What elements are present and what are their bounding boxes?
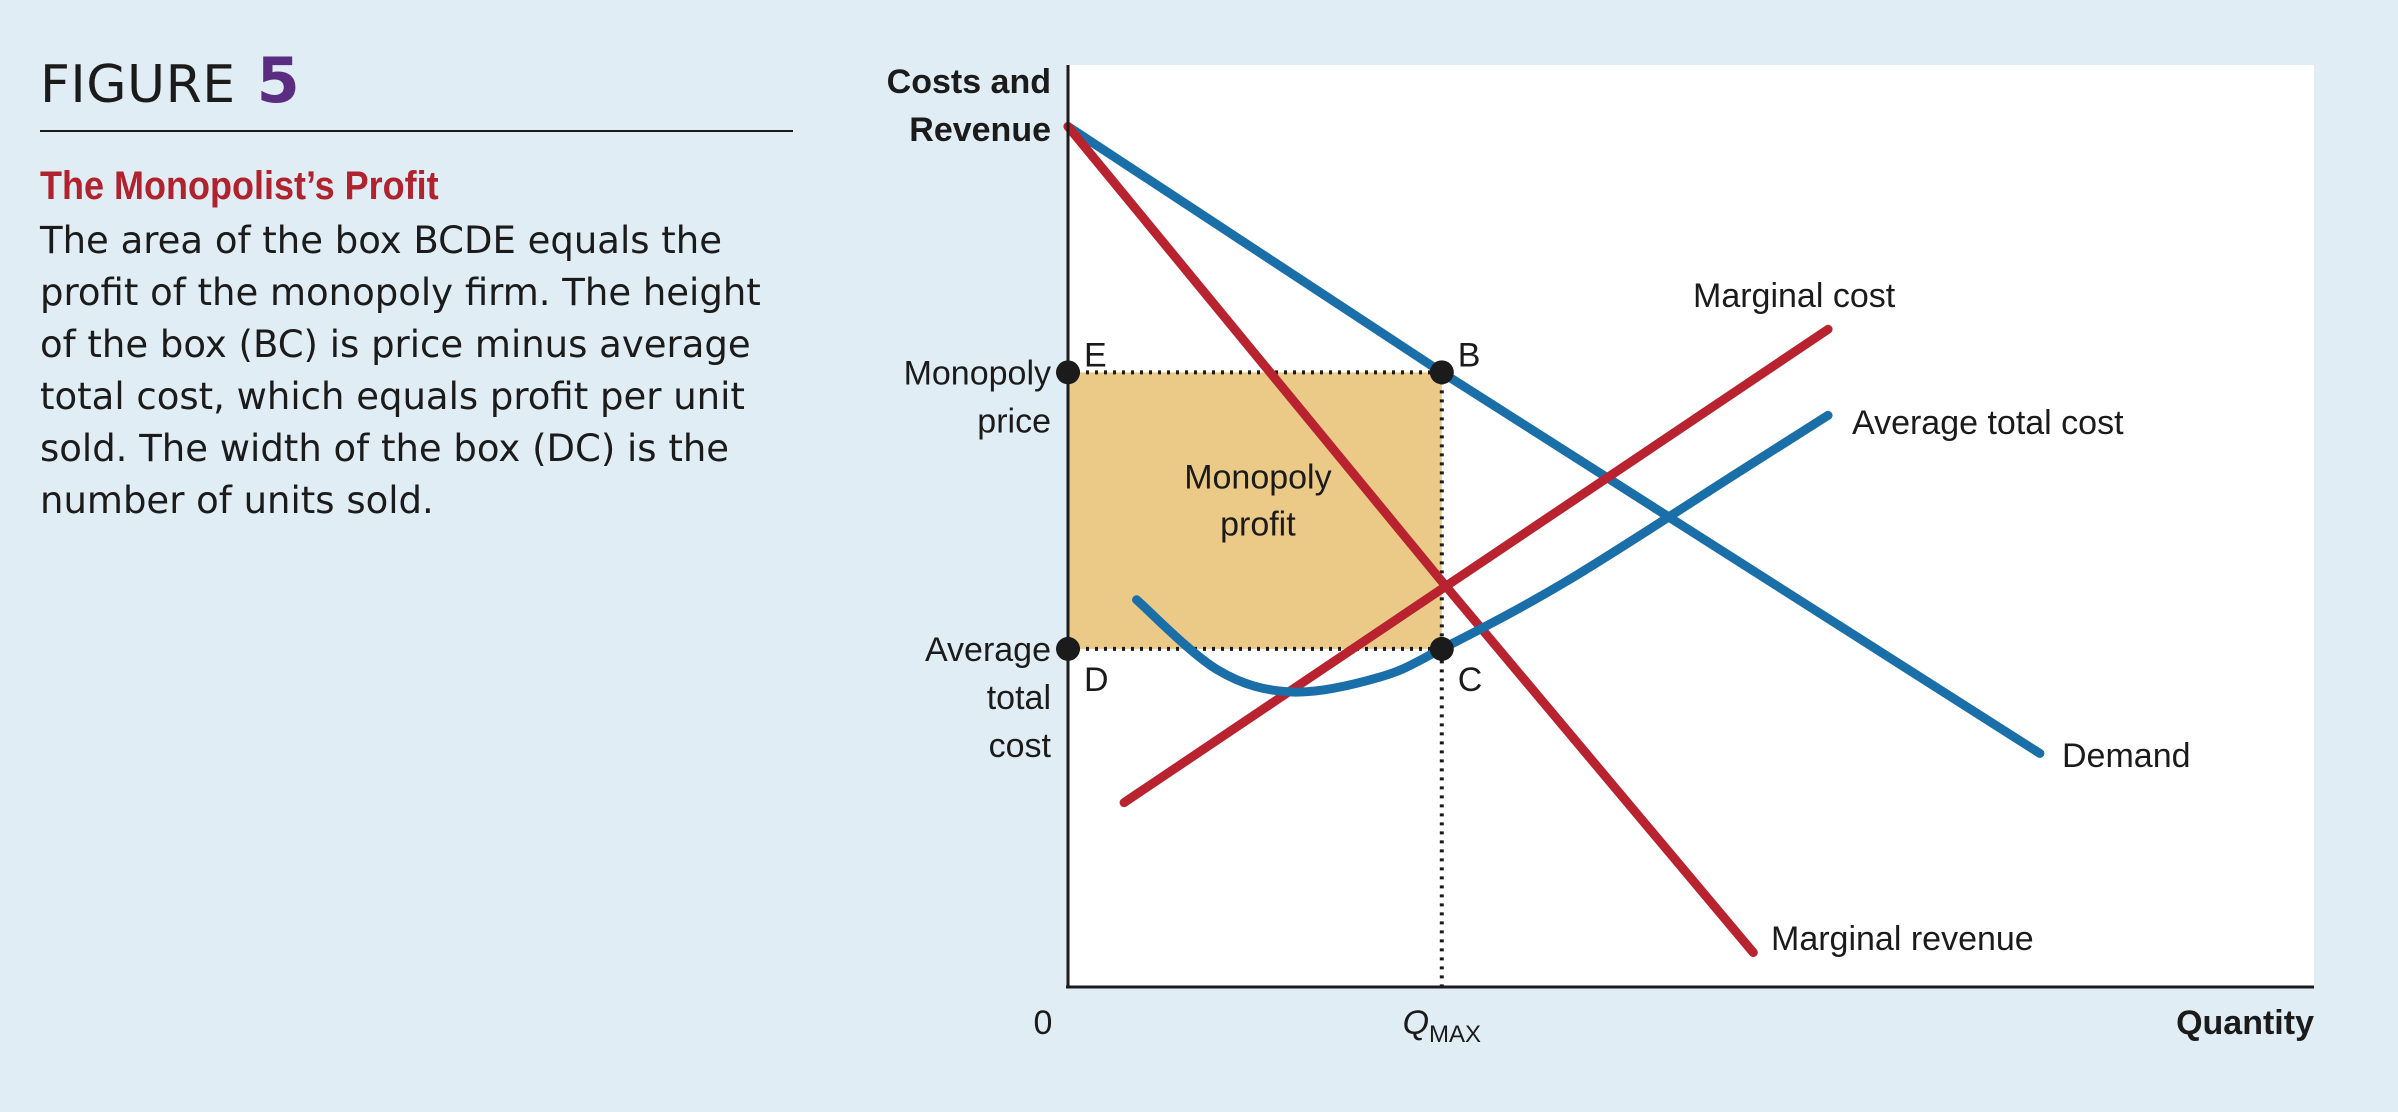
point-e-marker — [1056, 360, 1080, 385]
x-tick-qmax-letter: Q — [1403, 1004, 1429, 1042]
demand-label: Demand — [2062, 737, 2191, 775]
figure-heading: FIGURE 5 — [40, 50, 795, 112]
point-c-label: C — [1458, 661, 1483, 699]
point-c-marker — [1429, 636, 1454, 661]
figure-number: 5 — [256, 44, 301, 117]
marginal-cost-label: Marginal cost — [1693, 277, 1896, 315]
figure-label: FIGURE — [40, 55, 236, 115]
point-b-marker — [1429, 360, 1454, 385]
marginal-revenue-label: Marginal revenue — [1771, 920, 2034, 958]
y-tick-label-line: price — [977, 402, 1051, 440]
x-axis-title: Quantity — [2176, 1004, 2314, 1042]
caption-body: The area of the box BCDE equals the prof… — [40, 219, 761, 522]
x-tick-qmax-subscript: MAX — [1429, 1021, 1481, 1048]
y-tick-label-line: Average — [925, 631, 1051, 669]
marginal-revenue-curve — [1063, 121, 1758, 958]
profit-box-label-line: Monopoly — [1184, 459, 1331, 497]
y-tick-label-line: total — [987, 679, 1051, 717]
point-e-label: E — [1084, 336, 1107, 374]
origin-label: 0 — [1034, 1004, 1053, 1042]
x-tick-qmax: QMAX — [1403, 1004, 1481, 1048]
point-d-marker — [1056, 636, 1080, 661]
caption-divider — [40, 130, 793, 132]
caption-title: The Monopolist’s Profit — [40, 164, 439, 208]
point-b-label: B — [1458, 336, 1481, 374]
y-tick-label-line: Monopoly — [904, 354, 1051, 392]
y-tick-label-line: cost — [989, 727, 1052, 765]
point-d-label: D — [1084, 661, 1109, 699]
average-total-cost-label: Average total cost — [1852, 404, 2124, 442]
marginal-cost-curve — [1119, 324, 1833, 808]
profit-box-label-line: profit — [1220, 506, 1296, 544]
y-axis-title-line: Revenue — [909, 111, 1051, 149]
figure-caption: FIGURE 5 The Monopolist’s Profit The are… — [40, 50, 795, 527]
y-axis-title-line: Costs and — [887, 63, 1051, 101]
